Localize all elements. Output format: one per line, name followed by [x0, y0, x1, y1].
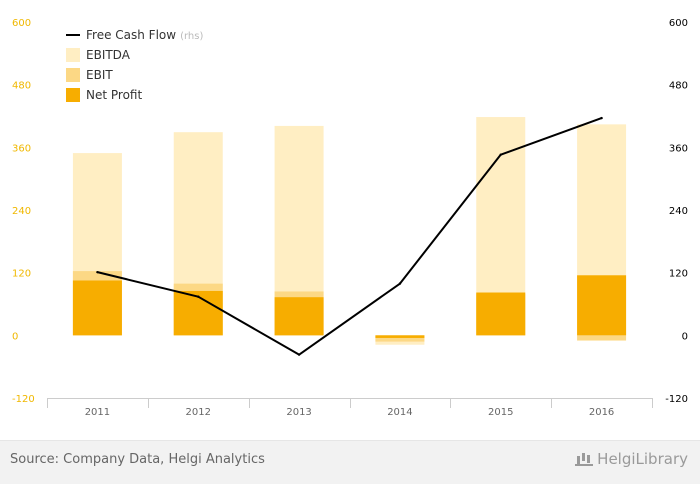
legend: Free Cash Flow (rhs) EBITDA EBIT Net Profit	[66, 28, 203, 102]
source-note: Source: Company Data, Helgi Analytics	[10, 452, 265, 467]
y-left-tick-label: -120	[12, 394, 35, 405]
point-free-cash-flow	[499, 153, 502, 156]
y-right-tick-label: 240	[669, 206, 688, 217]
logo-text: HelgiLibrary	[597, 450, 688, 468]
y-left-tick-label: 600	[12, 18, 31, 29]
y-right-tick-label: -120	[665, 394, 688, 405]
point-free-cash-flow	[197, 295, 200, 298]
bar-net-profit	[375, 335, 425, 338]
line-free-cash-flow	[97, 117, 602, 356]
library-icon	[575, 450, 594, 466]
bars	[72, 117, 627, 345]
y-left-tick-label: 240	[12, 206, 31, 217]
lines	[96, 116, 603, 356]
point-free-cash-flow	[297, 353, 301, 356]
x-tick-label: 2013	[286, 407, 311, 418]
legend-label: EBITDA	[86, 48, 131, 62]
bar-net-profit	[72, 280, 122, 336]
bar-net-profit	[274, 297, 324, 336]
y-right-tick-label: 360	[669, 143, 688, 154]
footer: Source: Company Data, Helgi Analytics He…	[0, 440, 700, 484]
legend-label-suffix: (rhs)	[180, 31, 203, 42]
x-tick-label: 2014	[387, 407, 412, 418]
point-free-cash-flow	[398, 282, 402, 285]
y-left-tick-label: 120	[12, 269, 31, 280]
helgi-logo: HelgiLibrary	[575, 450, 688, 468]
x-tick-label: 2016	[589, 407, 614, 418]
bar-ebit	[577, 335, 627, 341]
point-free-cash-flow	[600, 116, 603, 120]
x-tick-label: 2012	[186, 407, 211, 418]
legend-swatch	[66, 88, 80, 102]
x-tick-label: 2015	[488, 407, 513, 418]
x-tick-label: 2011	[85, 407, 110, 418]
legend-label: Net Profit	[86, 88, 142, 102]
y-right-tick-label: 120	[669, 269, 688, 280]
bar-net-profit	[476, 292, 526, 336]
point-free-cash-flow	[96, 270, 99, 274]
y-left-tick-label: 480	[12, 81, 31, 92]
y-right-tick-label: 480	[669, 81, 688, 92]
legend-label: EBIT	[86, 68, 113, 82]
y-right-tick-label: 600	[669, 18, 688, 29]
legend-swatch	[66, 68, 80, 82]
bar-net-profit	[173, 290, 223, 336]
legend-swatch	[66, 48, 80, 62]
legend-label: Free Cash Flow (rhs)	[86, 28, 203, 42]
bar-ebit	[375, 335, 425, 342]
y-right-tick-label: 0	[682, 331, 688, 342]
bar-net-profit	[577, 275, 627, 336]
y-left-tick-label: 0	[12, 331, 18, 342]
axes: -120 -120 0 0 120 120 240 240 360 360 480 480 600 600…	[12, 18, 688, 418]
y-left-tick-label: 360	[12, 143, 31, 154]
